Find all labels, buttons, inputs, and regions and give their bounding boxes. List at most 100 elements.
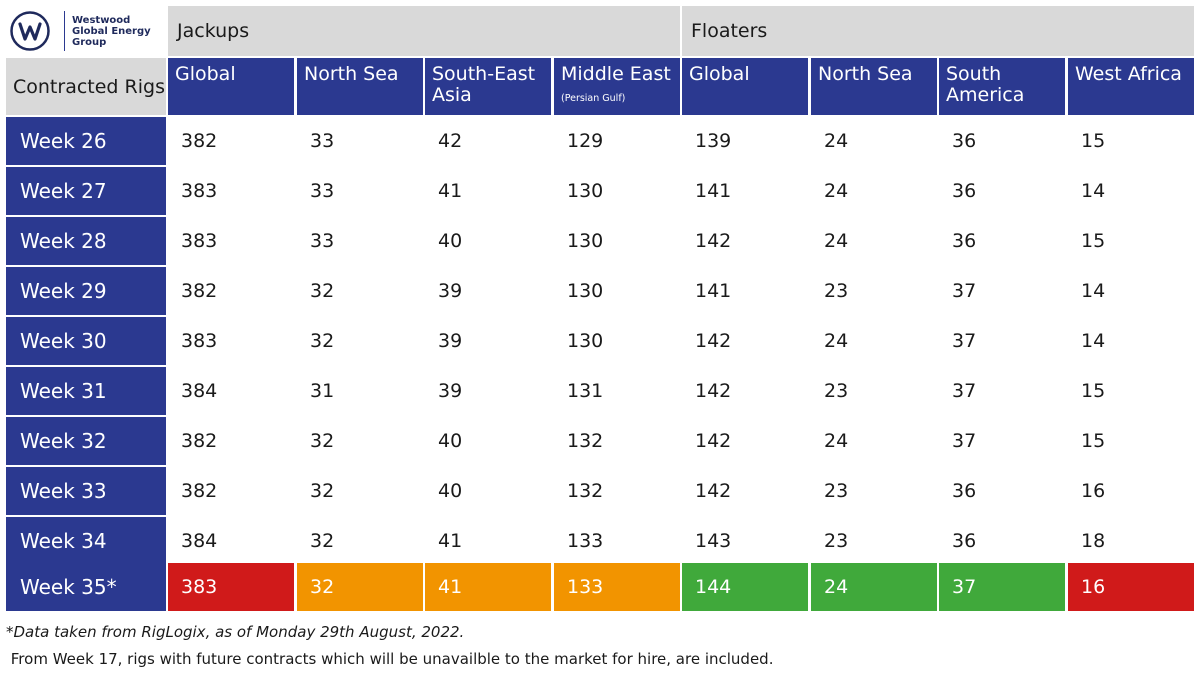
table-cell: 383 <box>181 180 218 202</box>
table-cell: 41 <box>438 530 463 552</box>
table-cell: 24 <box>824 430 849 452</box>
table-cell: 382 <box>181 130 218 152</box>
column-header: South-East Asia <box>425 58 551 115</box>
column-header-label: South America <box>946 63 1025 106</box>
table-cell: 24 <box>824 230 849 252</box>
table-cell: 130 <box>567 180 604 202</box>
table-cell: 33 <box>310 230 335 252</box>
table-cell: 15 <box>1081 430 1106 452</box>
column-header: Global <box>682 58 808 115</box>
column-header-label: South-East Asia <box>432 63 536 106</box>
row-label: Week 31 <box>6 367 166 415</box>
row-label: Week 34 <box>6 517 166 565</box>
table-cell: 40 <box>438 480 463 502</box>
table-cell: 383 <box>181 230 218 252</box>
table-cell: 133 <box>567 530 604 552</box>
column-header-label: North Sea <box>304 63 399 85</box>
table-cell-highlight: 144 <box>682 563 808 611</box>
table-cell: 382 <box>181 480 218 502</box>
table-cell: 37 <box>952 280 977 302</box>
table-cell-highlight: 133 <box>554 563 680 611</box>
table-cell-highlight: 383 <box>168 563 294 611</box>
table-cell: 142 <box>695 230 732 252</box>
column-header-label: West Africa <box>1075 63 1182 85</box>
table-cell: 18 <box>1081 530 1106 552</box>
table-cell: 131 <box>567 380 604 402</box>
table-cell: 36 <box>952 230 977 252</box>
table-cell: 31 <box>310 380 335 402</box>
table-cell: 130 <box>567 330 604 352</box>
row-label: Week 35* <box>6 563 166 611</box>
row-label: Week 33 <box>6 467 166 515</box>
table-cell: 23 <box>824 530 849 552</box>
table-cell: 142 <box>695 330 732 352</box>
column-header: Global <box>168 58 294 115</box>
table-cell: 142 <box>695 480 732 502</box>
table-cell: 15 <box>1081 130 1106 152</box>
table-cell: 16 <box>1081 480 1106 502</box>
table-cell-highlight: 41 <box>425 563 551 611</box>
table-cell: 384 <box>181 530 218 552</box>
table-cell-highlight: 32 <box>297 563 423 611</box>
table-cell: 32 <box>310 530 335 552</box>
table-cell: 132 <box>567 480 604 502</box>
row-label: Week 32 <box>6 417 166 465</box>
table-cell-highlight: 37 <box>939 563 1065 611</box>
table-cell-highlight: 24 <box>811 563 937 611</box>
table-cell: 14 <box>1081 280 1106 302</box>
footnote-source: *Data taken from RigLogix, as of Monday … <box>6 623 465 641</box>
logo-line-3: Group <box>72 36 107 48</box>
table-cell: 143 <box>695 530 732 552</box>
table-cell: 129 <box>567 130 604 152</box>
column-header: North Sea <box>811 58 937 115</box>
table-cell: 33 <box>310 130 335 152</box>
table-cell: 383 <box>181 330 218 352</box>
table-cell: 23 <box>824 480 849 502</box>
table-cell: 40 <box>438 230 463 252</box>
column-header-label: Global <box>689 63 750 85</box>
table-cell: 142 <box>695 380 732 402</box>
table-cell: 37 <box>952 430 977 452</box>
table-cell: 139 <box>695 130 732 152</box>
table-cell: 24 <box>824 330 849 352</box>
table-cell: 33 <box>310 180 335 202</box>
row-label: Week 26 <box>6 117 166 165</box>
group-header-floaters: Floaters <box>682 6 1194 56</box>
table-cell: 382 <box>181 430 218 452</box>
column-header: Middle East (Persian Gulf) <box>554 58 680 115</box>
logo-line-2: Global Energy <box>72 25 151 37</box>
table-cell: 36 <box>952 130 977 152</box>
table-cell: 130 <box>567 230 604 252</box>
group-header-jackups: Jackups <box>168 6 680 56</box>
table-cell: 36 <box>952 180 977 202</box>
column-header: South America <box>939 58 1065 115</box>
table-cell-highlight: 16 <box>1068 563 1194 611</box>
table-cell: 141 <box>695 180 732 202</box>
westwood-logo: Westwood Global Energy Group <box>6 6 166 56</box>
row-label: Week 30 <box>6 317 166 365</box>
table-cell: 39 <box>438 380 463 402</box>
row-label: Week 29 <box>6 267 166 315</box>
column-header-label: Global <box>175 63 236 85</box>
column-header: North Sea <box>297 58 423 115</box>
row-label: Week 27 <box>6 167 166 215</box>
table-cell: 37 <box>952 380 977 402</box>
table-cell: 24 <box>824 180 849 202</box>
table-cell: 40 <box>438 430 463 452</box>
table-cell: 42 <box>438 130 463 152</box>
column-header: West Africa <box>1068 58 1194 115</box>
column-header-label: North Sea <box>818 63 913 85</box>
table-cell: 382 <box>181 280 218 302</box>
logo-divider <box>64 11 65 51</box>
row-header-title: Contracted Rigs <box>6 58 166 115</box>
table-cell: 142 <box>695 430 732 452</box>
column-header-sublabel: (Persian Gulf) <box>561 93 626 104</box>
table-cell: 32 <box>310 430 335 452</box>
table-cell: 32 <box>310 480 335 502</box>
table-cell: 39 <box>438 280 463 302</box>
table-cell: 14 <box>1081 180 1106 202</box>
footnote-inclusion: From Week 17, rigs with future contracts… <box>6 650 774 668</box>
logo-text: Westwood Global Energy Group <box>72 15 152 48</box>
table-cell: 32 <box>310 330 335 352</box>
table-cell: 15 <box>1081 380 1106 402</box>
